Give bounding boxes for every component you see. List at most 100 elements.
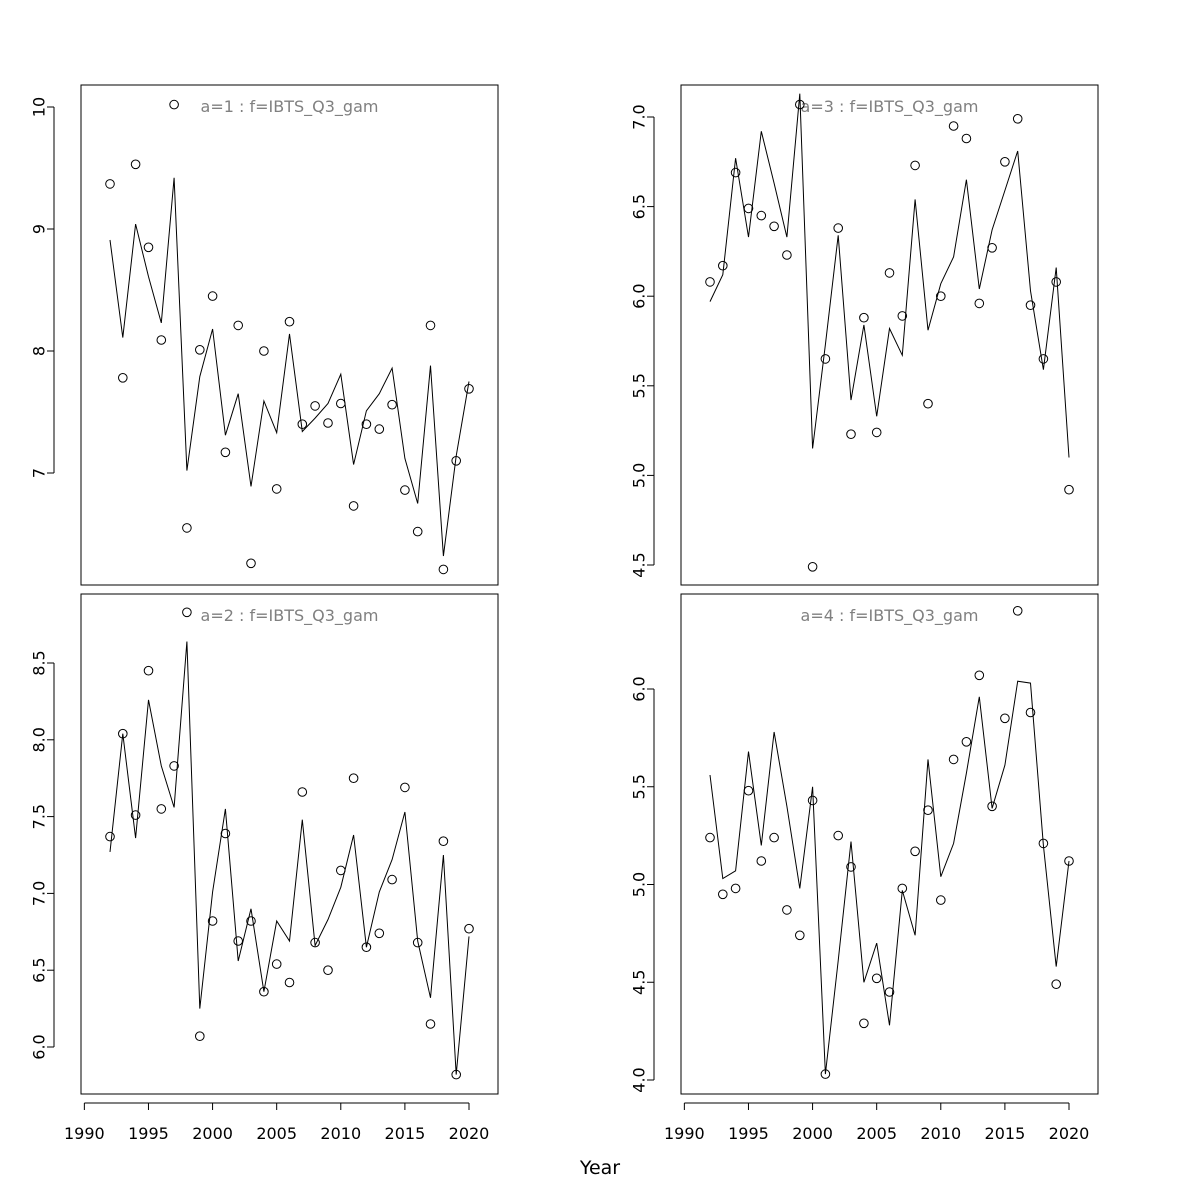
observed-point — [412, 937, 423, 948]
y-tick-label: 7.5 — [30, 804, 49, 829]
observed-point — [859, 312, 869, 323]
observed-point — [807, 795, 818, 806]
observed-point — [846, 862, 856, 872]
observed-point — [1000, 157, 1010, 167]
y-tick-label: 9 — [30, 224, 49, 234]
observed-point — [923, 805, 933, 816]
observed-point — [974, 670, 985, 681]
y-tick-label: 6.0 — [630, 283, 649, 308]
observed-point — [948, 121, 959, 131]
observed-point — [948, 754, 959, 765]
observed-point — [387, 399, 397, 410]
x-tick-label: 2005 — [856, 1124, 897, 1143]
observed-point — [182, 607, 192, 618]
observed-point — [284, 316, 295, 327]
observed-point — [118, 373, 128, 383]
observed-point — [400, 782, 410, 793]
observed-point — [412, 526, 423, 537]
observed-point — [464, 923, 474, 934]
plot-frame — [80, 84, 499, 586]
observed-point — [425, 1019, 436, 1029]
observed-point — [169, 99, 179, 110]
observed-point — [220, 828, 231, 839]
observed-point — [271, 484, 282, 494]
observed-point — [233, 936, 243, 946]
observed-point — [833, 223, 844, 233]
observed-point — [718, 889, 728, 900]
observed-point — [438, 564, 449, 575]
observed-point — [374, 424, 385, 434]
observed-point — [438, 836, 449, 847]
y-tick-label: 10 — [30, 97, 49, 117]
y-tick-label: 5.0 — [630, 872, 649, 897]
y-tick-label: 7 — [30, 468, 49, 478]
observed-point — [246, 558, 256, 569]
panel-age-3: a=3 : f=IBTS_Q3_gam 4.5 5.0 5.5 6.0 6.5 7.0 — [630, 84, 1099, 586]
panel-age-1: a=1 : f=IBTS_Q3_gam 7 8 9 10 — [30, 84, 499, 586]
observed-point — [348, 501, 359, 511]
observed-point — [143, 242, 154, 253]
observed-point — [718, 260, 728, 271]
observed-point — [961, 737, 972, 747]
x-tick-label: 2015 — [385, 1124, 426, 1143]
y-tick-label: 7.0 — [630, 104, 649, 129]
observed-point — [1025, 707, 1036, 718]
fitted-line — [109, 641, 470, 1075]
panel-title: a=4 : f=IBTS_Q3_gam — [801, 606, 979, 626]
observed-point — [756, 210, 767, 221]
observed-point — [756, 856, 767, 866]
observed-point — [923, 398, 933, 409]
observed-point — [1012, 606, 1023, 616]
observed-point — [1051, 979, 1061, 990]
observed-point — [297, 787, 308, 797]
x-tick-label: 2010 — [320, 1124, 361, 1143]
observed-point — [884, 987, 895, 997]
observed-point — [271, 959, 282, 969]
observed-point — [259, 986, 269, 997]
observed-point — [1051, 277, 1061, 287]
x-tick-label: 2015 — [985, 1124, 1026, 1143]
observed-point — [451, 1069, 462, 1080]
x-tick-label: 1995 — [728, 1124, 769, 1143]
observed-point — [910, 846, 920, 857]
observed-point — [1064, 856, 1074, 866]
observed-point — [833, 830, 844, 841]
observed-point — [1000, 713, 1010, 724]
observed-point — [987, 801, 997, 812]
y-tick-label: 5.0 — [630, 463, 649, 488]
observed-point — [105, 831, 115, 842]
observed-point — [936, 291, 946, 302]
observed-point — [220, 447, 231, 458]
y-tick-label: 8 — [30, 346, 49, 356]
observed-point — [1025, 300, 1036, 311]
fitted-line — [709, 93, 1070, 458]
observed-point — [897, 311, 908, 321]
fitted-line — [109, 177, 470, 557]
x-axis-label: Year — [579, 1157, 620, 1179]
observed-point — [1064, 484, 1074, 495]
observed-point — [310, 401, 320, 411]
observed-point — [182, 523, 192, 533]
panel-title: a=2 : f=IBTS_Q3_gam — [201, 606, 379, 626]
observed-point — [705, 277, 715, 287]
observed-point — [323, 965, 333, 976]
panel-title: a=1 : f=IBTS_Q3_gam — [201, 97, 379, 117]
observed-point — [259, 346, 269, 356]
observed-point — [795, 99, 805, 110]
observed-point — [936, 895, 946, 905]
x-tick-label: 2010 — [920, 1124, 961, 1143]
y-tick-label: 6.5 — [630, 194, 649, 219]
observed-point — [987, 243, 997, 253]
observed-point — [1012, 114, 1023, 124]
x-tick-label: 1990 — [64, 1124, 105, 1143]
observed-point — [451, 456, 462, 466]
observed-point — [871, 427, 882, 438]
observed-point — [425, 320, 436, 331]
x-tick-label: 2000 — [192, 1124, 233, 1143]
x-tick-label: 1995 — [128, 1124, 169, 1143]
plot-frame — [680, 593, 1099, 1095]
observed-point — [846, 429, 856, 440]
observed-point — [910, 160, 920, 171]
observed-point — [169, 761, 179, 771]
